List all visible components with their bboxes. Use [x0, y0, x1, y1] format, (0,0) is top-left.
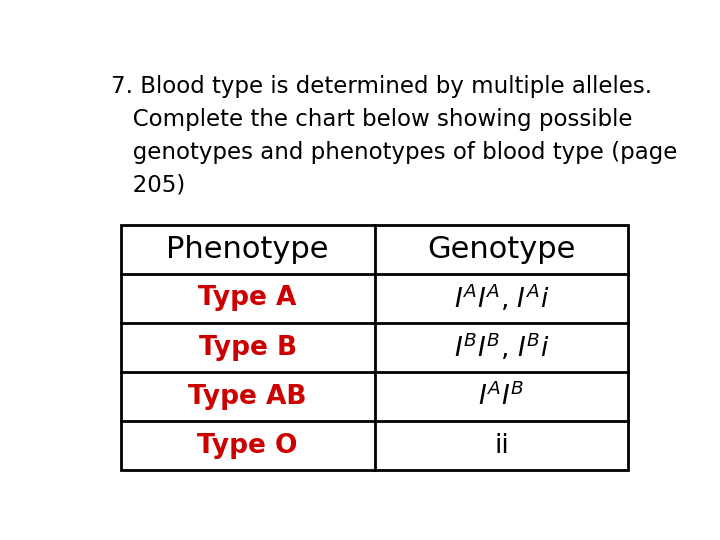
- Text: $I^{B}I^{B}$, $I^{B}i$: $I^{B}I^{B}$, $I^{B}i$: [454, 332, 549, 363]
- Text: Type O: Type O: [197, 433, 298, 458]
- Text: Type AB: Type AB: [189, 383, 307, 410]
- Text: ii: ii: [494, 433, 509, 458]
- Text: 7. Blood type is determined by multiple alleles.
   Complete the chart below sho: 7. Blood type is determined by multiple …: [111, 75, 678, 197]
- Text: Phenotype: Phenotype: [166, 235, 329, 264]
- Text: Genotype: Genotype: [428, 235, 576, 264]
- Text: Type A: Type A: [199, 286, 297, 312]
- Text: $I^{A}I^{B}$: $I^{A}I^{B}$: [478, 382, 525, 411]
- Text: Type B: Type B: [199, 335, 297, 361]
- Text: $I^{A}I^{A}$, $I^{A}i$: $I^{A}I^{A}$, $I^{A}i$: [454, 283, 549, 314]
